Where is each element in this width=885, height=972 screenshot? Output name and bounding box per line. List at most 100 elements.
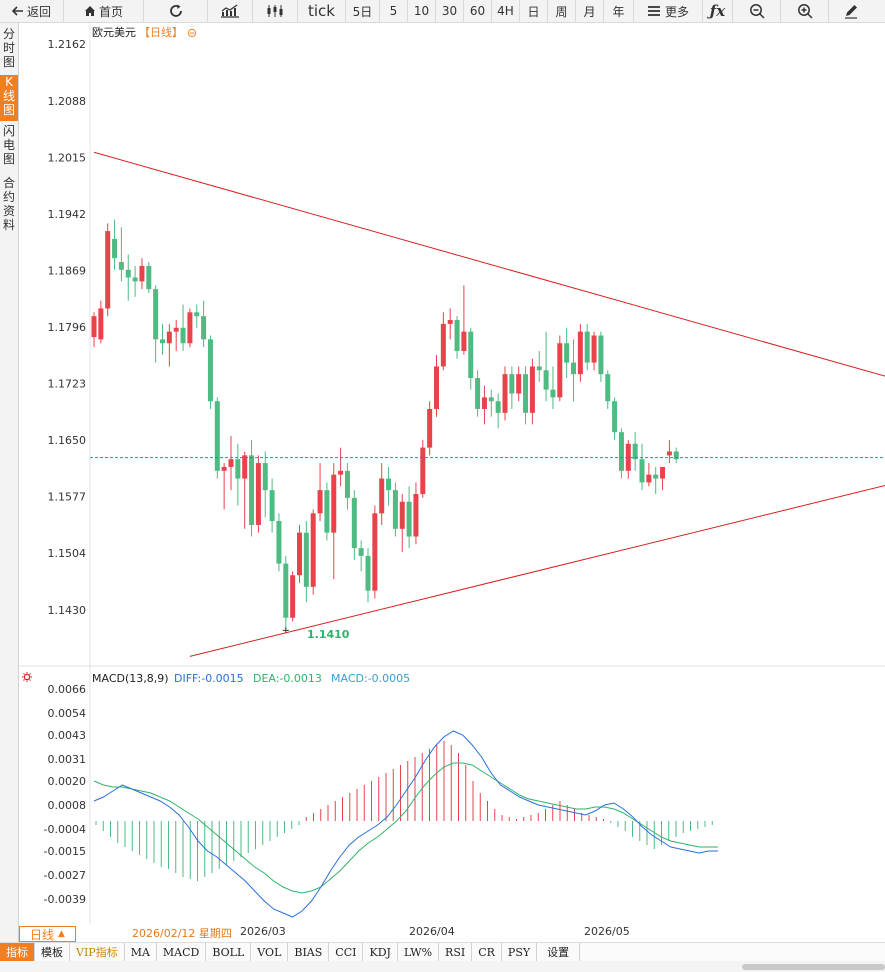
candle-body [386,478,392,491]
candle-body [139,265,145,282]
period-tag: 【日线】 [139,25,183,39]
candle-body [153,289,159,340]
tab-boll[interactable]: BOLL [206,943,252,961]
price-tick-label: 1.1430 [48,604,87,617]
zoom-in-button[interactable] [781,0,829,22]
candle-body [605,374,611,402]
period-4h-button[interactable]: 4H [492,0,520,22]
candle-body [673,451,679,460]
price-tick-label: 1.1869 [48,265,87,278]
period-week-button[interactable]: 周 [548,0,576,22]
candle-body [98,308,104,340]
refresh-icon [169,4,182,17]
period-select-button[interactable]: 日线 ▲ [19,926,76,942]
candle-body [536,366,542,371]
price-tick-label: 1.2015 [48,152,87,165]
tab-vip-indicator[interactable]: VIP指标 [70,943,125,961]
candlestick-button[interactable] [253,0,298,22]
date-label-may: 2026/05 [584,925,630,938]
candle-body [112,238,118,259]
chart-frame [18,23,885,924]
candle-body [132,277,138,282]
refresh-button[interactable] [144,0,208,22]
candle-body [427,408,433,448]
candle-body [660,466,666,479]
line-chart-icon [221,4,239,18]
candle-body [564,343,570,363]
line-chart-button[interactable] [208,0,253,22]
tab-flash-chart[interactable]: 闪电图 [2,124,15,166]
candle-body [331,474,337,533]
tick-button[interactable]: tick [298,0,346,22]
candle-body [221,466,227,471]
collapse-icon[interactable] [187,28,197,38]
tab-ma[interactable]: MA [125,943,157,961]
candle-body [399,501,405,529]
kline-chart[interactable]: 1.2162 1.2088 1.2015 1.1942 1.1869 1.1796 1.17… [0,0,885,942]
period-day-button[interactable]: 日 [520,0,548,22]
macd-tick-label: -0.0004 [44,823,86,836]
tab-cci[interactable]: CCI [329,943,364,961]
period-5min-button[interactable]: 5 [380,0,408,22]
tab-rsi[interactable]: RSI [439,943,473,961]
candle-body [392,490,398,529]
formula-button[interactable]: ƒx [703,0,733,22]
price-tick-label: 1.2088 [48,95,87,108]
candlestick-series [90,219,885,634]
tab-indicator[interactable]: 指标 [0,943,35,961]
candle-body [516,374,522,394]
tab-settings[interactable]: 设置 [537,943,581,961]
zoom-in-icon [797,4,813,19]
candle-body [283,563,289,618]
period-year-button[interactable]: 年 [604,0,634,22]
tab-bias[interactable]: BIAS [288,943,330,961]
candle-body [502,374,508,413]
period-30min-button[interactable]: 30 [436,0,464,22]
dea-label: DEA:-0.0013 [253,672,322,685]
horizontal-scrollbar-thumb[interactable] [742,964,885,970]
draw-button[interactable] [829,0,873,22]
macd-value-label: MACD:-0.0005 [331,672,410,685]
tab-lw[interactable]: LW% [398,943,440,961]
candle-body [242,455,248,479]
candle-body [413,494,419,537]
price-tick-label: 1.1577 [48,490,87,503]
tab-contract-info[interactable]: 合约资料 [2,176,15,232]
macd-header: MACD(13,8,9) DIFF:-0.0015 DEA:-0.0013 MA… [22,672,410,685]
tab-psy[interactable]: PSY [502,943,538,961]
tab-time-sharing[interactable]: 分时图 [2,27,15,69]
home-button[interactable]: 首页 [64,0,144,22]
more-button[interactable]: 更多 [634,0,703,22]
tab-kline[interactable]: K线图 [0,75,18,121]
candle-body [434,366,439,409]
tab-template[interactable]: 模板 [35,943,70,961]
period-5day-button[interactable]: 5日 [346,0,380,22]
period-10min-button[interactable]: 10 [408,0,436,22]
tab-cr[interactable]: CR [472,943,502,961]
candle-body [481,397,487,409]
candle-body [598,335,604,375]
candle-body [297,532,302,576]
horizontal-scrollbar-track[interactable] [0,961,885,972]
tab-macd[interactable]: MACD [157,943,207,961]
candle-body [207,339,213,402]
candle-body [201,316,207,340]
back-button[interactable]: 返回 [0,0,64,22]
candle-body [324,490,330,533]
candle-body [666,451,672,456]
period-month-button[interactable]: 月 [576,0,604,22]
candle-body [543,370,549,390]
period-60min-button[interactable]: 60 [464,0,492,22]
candle-body [571,362,576,375]
indicator-tab-bar: 指标 模板 VIP指标 MA MACD BOLL VOL BIAS CCI KD… [0,942,885,961]
candle-body [618,432,624,471]
tab-kdj[interactable]: KDJ [363,943,398,961]
zoom-out-button[interactable] [733,0,781,22]
sun-settings-icon[interactable] [22,672,32,682]
candle-body [379,478,385,514]
price-tick-label: 1.1942 [48,208,87,221]
date-label-april: 2026/04 [409,925,455,938]
tab-vol[interactable]: VOL [251,943,289,961]
candle-body [447,320,453,324]
candle-body [653,474,659,479]
